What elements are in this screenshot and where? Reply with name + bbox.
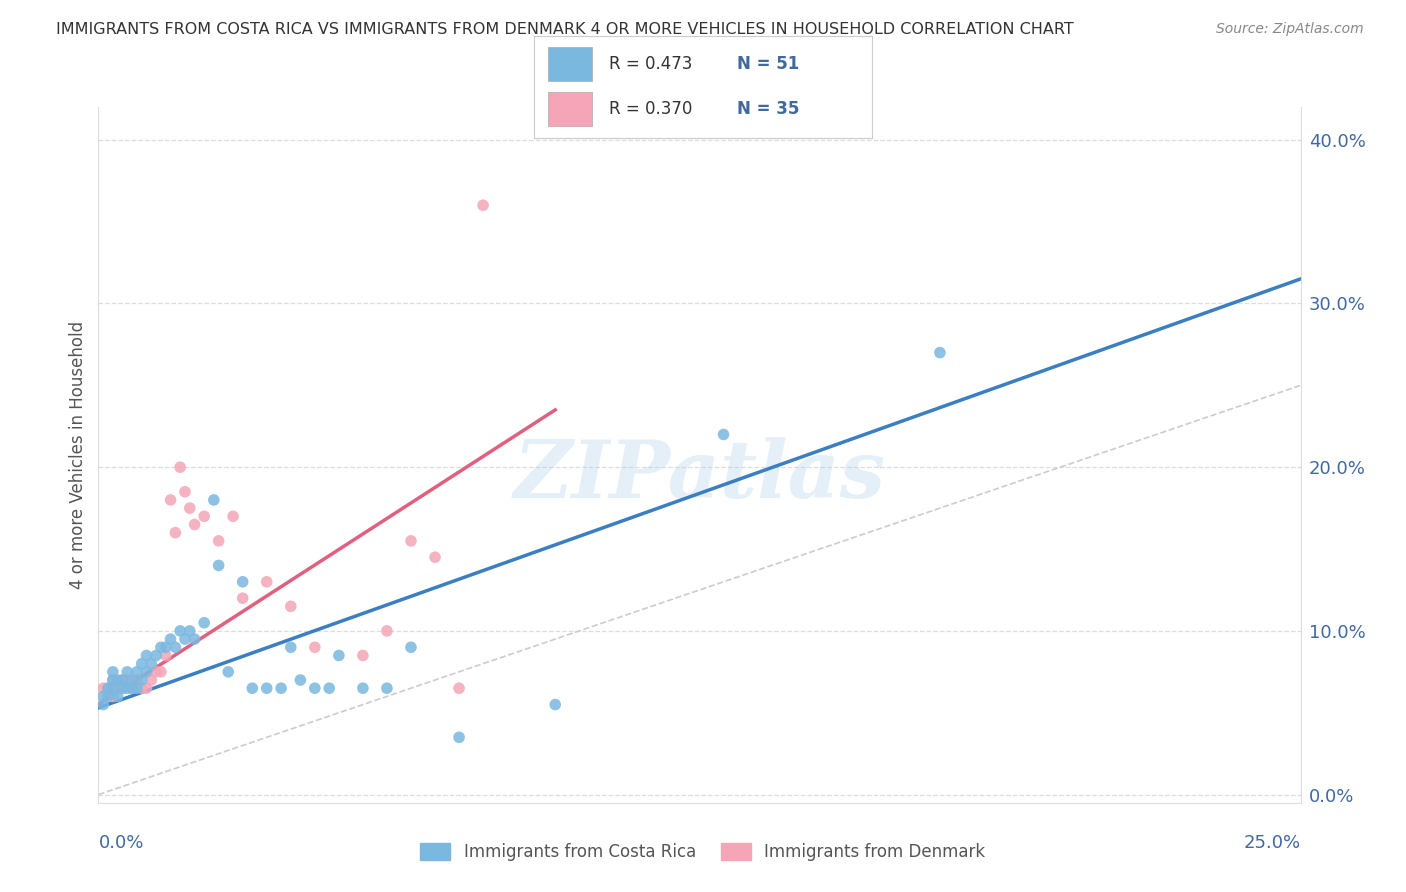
Point [318,681,340,696]
Point [183,632,205,646]
Point [131,681,153,696]
Text: R = 0.370: R = 0.370 [609,100,692,118]
Point [111,673,134,687]
Point [169,624,191,638]
Point [174,484,197,499]
Point [208,558,231,573]
Point [135,648,157,663]
Point [91,690,114,704]
Point [131,657,153,671]
Point [159,492,181,507]
Point [280,640,302,655]
Point [101,665,124,679]
Point [240,681,263,696]
Text: IMMIGRANTS FROM COSTA RICA VS IMMIGRANTS FROM DENMARK 4 OR MORE VEHICLES IN HOUS: IMMIGRANTS FROM COSTA RICA VS IMMIGRANTS… [56,22,1074,37]
Text: Source: ZipAtlas.com: Source: ZipAtlas.com [1216,22,1364,37]
Point [447,681,470,696]
Point [111,673,134,687]
Text: N = 51: N = 51 [737,55,799,73]
Point [179,501,201,516]
Point [155,648,177,663]
Point [174,632,197,646]
Point [217,665,239,679]
Point [183,517,205,532]
Text: 0.0%: 0.0% [98,834,143,852]
Point [145,665,167,679]
Point [121,673,143,687]
Point [928,345,950,359]
Text: R = 0.473: R = 0.473 [609,55,692,73]
Point [375,681,398,696]
Point [141,673,163,687]
Point [141,657,163,671]
Point [117,665,139,679]
Point [399,533,422,548]
Point [165,640,187,655]
Point [304,640,326,655]
Point [165,525,187,540]
Point [193,509,215,524]
Point [352,681,374,696]
Point [135,681,157,696]
Point [149,640,172,655]
Point [101,681,124,696]
Point [97,690,120,704]
Point [169,460,191,475]
Point [202,492,225,507]
Y-axis label: 4 or more Vehicles in Household: 4 or more Vehicles in Household [69,321,87,589]
Point [125,665,148,679]
Point [107,673,129,687]
Point [121,681,143,696]
Point [270,681,292,696]
Point [304,681,326,696]
Point [117,681,139,696]
Legend: Immigrants from Costa Rica, Immigrants from Denmark: Immigrants from Costa Rica, Immigrants f… [413,836,993,868]
FancyBboxPatch shape [548,92,592,126]
Point [131,673,153,687]
Point [328,648,350,663]
Point [399,640,422,655]
Point [111,681,134,696]
Point [97,681,120,696]
Point [91,681,114,696]
Point [101,690,124,704]
Point [155,640,177,655]
Point [472,198,495,212]
Point [280,599,302,614]
Point [111,681,134,696]
Text: 25.0%: 25.0% [1243,834,1301,852]
FancyBboxPatch shape [548,47,592,81]
Point [101,673,124,687]
Point [101,673,124,687]
Point [232,574,254,589]
Point [232,591,254,606]
Point [97,681,120,696]
Point [222,509,245,524]
Point [290,673,312,687]
Text: N = 35: N = 35 [737,100,799,118]
Point [447,731,470,745]
Point [179,624,201,638]
Point [713,427,735,442]
Point [375,624,398,638]
Point [107,681,129,696]
Point [208,533,231,548]
Point [256,681,278,696]
Point [135,665,157,679]
Point [121,681,143,696]
Point [145,648,167,663]
Text: ZIPatlas: ZIPatlas [513,437,886,515]
Point [117,673,139,687]
Point [256,574,278,589]
Point [125,673,148,687]
Point [193,615,215,630]
Point [149,665,172,679]
Point [544,698,567,712]
Point [125,681,148,696]
Point [91,698,114,712]
Point [107,690,129,704]
Point [352,648,374,663]
Point [423,550,446,565]
Point [159,632,181,646]
